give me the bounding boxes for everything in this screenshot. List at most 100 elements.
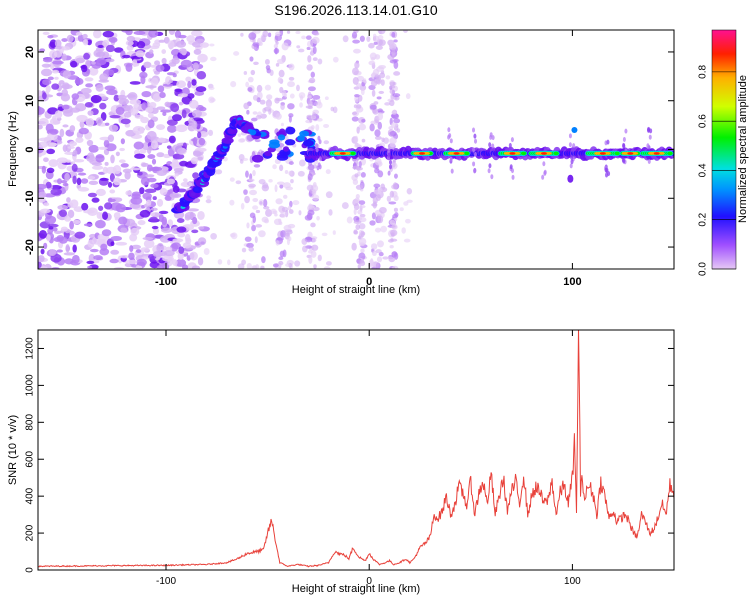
spectrogram-blob	[60, 179, 68, 184]
spectrogram-blob	[124, 171, 131, 180]
spectrogram-blob	[87, 239, 95, 248]
spectrogram-blob	[66, 197, 71, 203]
spectrogram-blob	[168, 79, 173, 84]
spectrogram-blob	[376, 96, 382, 100]
spectrogram-blob	[77, 187, 90, 192]
spectrogram-blob	[372, 196, 378, 205]
colorbar-tick-label: 0.0	[698, 262, 709, 276]
spectrogram-blob	[150, 212, 156, 217]
spectrogram-blob	[168, 62, 177, 67]
spectrogram-blob	[209, 97, 216, 103]
spectrogram-blob	[366, 36, 371, 42]
spectrogram-blob	[359, 259, 365, 264]
spectrogram-blob	[284, 169, 289, 175]
spectrogram-blob	[510, 137, 514, 143]
spectrogram-blob	[148, 30, 159, 38]
spectrogram-blob	[378, 30, 382, 35]
spectrogram-blob	[261, 256, 266, 264]
spectrogram-blob	[387, 152, 391, 158]
spectrogram-blob	[122, 54, 131, 59]
spectrogram-blob	[60, 93, 71, 102]
spectrogram-blob	[63, 252, 76, 256]
spectrogram-blob	[379, 72, 386, 79]
spectrogram-blob	[47, 76, 54, 81]
spectrogram-blob	[358, 160, 362, 168]
spectrogram-blob	[354, 94, 360, 98]
spectrogram-blob	[99, 177, 109, 181]
spectrogram-blob	[487, 168, 491, 174]
spectrogram-blob	[311, 36, 320, 44]
snr-xlabel: Height of straight line (km)	[292, 583, 420, 595]
spectrogram-blob	[119, 255, 130, 259]
spectrogram-blob	[264, 218, 269, 224]
spectrogram-blob	[102, 39, 110, 48]
spectrogram-blob	[249, 247, 253, 252]
spectrogram-blob	[359, 205, 366, 209]
spectrogram-blob	[129, 81, 141, 85]
spectrogram-blob	[358, 200, 366, 205]
spectrogram-blob	[177, 93, 189, 98]
spectrogram-blob	[95, 84, 104, 92]
spectrogram-blob	[244, 236, 252, 242]
spectrogram-blob	[296, 45, 301, 49]
spectrogram-blob	[599, 152, 606, 155]
spectrogram-blob	[192, 172, 200, 179]
spectrogram-blob	[241, 259, 246, 266]
spectrogram-blob	[376, 240, 384, 248]
spectrogram-blob	[299, 130, 310, 137]
spectrogram-blob	[74, 231, 86, 239]
spectrogram-blob	[49, 50, 58, 59]
spectrogram-blob	[403, 201, 409, 206]
spectrogram-blob	[104, 161, 109, 166]
spectrogram-blob	[195, 86, 207, 93]
spectrogram-blob	[354, 142, 361, 149]
spectrogram-blob	[288, 113, 294, 118]
spectrogram-blob	[243, 71, 248, 75]
spectrogram-blob	[198, 137, 206, 146]
spectrogram-blob	[43, 202, 50, 207]
spectrogram-blob	[311, 237, 317, 243]
snr-xtick-label: -100	[156, 576, 176, 587]
spectrogram-blob	[308, 250, 313, 254]
spectrogram-blob	[246, 242, 254, 248]
spectrogram-blob	[61, 53, 67, 61]
spectrogram-blob	[83, 223, 93, 227]
spectrogram-blob	[172, 157, 179, 167]
spectrogram-blob	[262, 182, 269, 189]
spectrogram-blob	[76, 177, 82, 186]
snr-ytick-label: 0	[25, 567, 36, 573]
spectrogram-blob	[373, 33, 377, 39]
spectrogram-blob	[199, 42, 210, 48]
spectrogram-blob	[449, 138, 453, 144]
spectrogram-blob	[120, 163, 129, 168]
spectrogram-blob	[377, 108, 383, 113]
spectrogram-blob	[285, 263, 291, 267]
spectrogram-blob	[51, 69, 60, 74]
spectrogram-blob	[488, 163, 492, 169]
spectrogram-blob	[406, 199, 413, 203]
spectrogram-ytick-label: -20	[24, 239, 36, 255]
spectrogram-blob	[172, 153, 185, 160]
spectrogram-blob	[251, 265, 257, 269]
spectrogram-blob	[51, 83, 60, 90]
spectrogram-blob	[520, 151, 527, 156]
spectrogram-blob	[159, 187, 168, 196]
spectrogram-blob	[371, 250, 377, 257]
spectrogram-blob	[119, 147, 126, 152]
spectrogram-blob	[240, 32, 244, 37]
spectrogram-blob	[70, 161, 76, 165]
spectrogram-blob	[54, 230, 62, 235]
spectrogram-blob	[463, 151, 470, 156]
spectrogram-blob	[488, 142, 492, 148]
spectrogram-blob	[120, 138, 125, 145]
spectrogram-blob	[260, 265, 265, 269]
spectrogram-blob	[139, 148, 147, 154]
spectrogram-blob	[197, 53, 208, 63]
spectrogram-blob	[187, 93, 195, 99]
spectrogram-blob	[288, 170, 293, 176]
spectrogram-blob	[353, 86, 360, 90]
spectrogram-blob	[156, 169, 167, 177]
spectrogram-blob	[287, 81, 295, 88]
spectrogram-blob	[128, 252, 135, 260]
spectrogram-blob	[136, 258, 147, 267]
